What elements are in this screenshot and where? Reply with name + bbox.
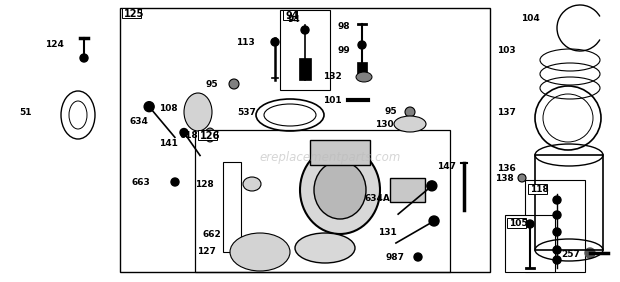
Ellipse shape (295, 233, 355, 263)
Bar (390, 178, 425, 202)
Text: 94: 94 (285, 11, 298, 21)
Ellipse shape (184, 93, 212, 131)
Text: 105: 105 (509, 219, 528, 228)
Circle shape (429, 216, 439, 226)
Circle shape (553, 256, 561, 264)
Bar (525, 180, 585, 272)
Ellipse shape (230, 233, 290, 271)
Text: 95: 95 (384, 107, 397, 116)
Text: 257: 257 (561, 250, 580, 259)
Circle shape (144, 102, 154, 112)
Text: 101: 101 (324, 96, 342, 105)
Bar (198, 130, 217, 140)
Text: 128: 128 (195, 180, 214, 189)
Ellipse shape (314, 161, 366, 219)
Text: 634A: 634A (364, 194, 390, 203)
Text: 95: 95 (205, 80, 218, 89)
Text: 125: 125 (124, 9, 144, 19)
Bar (283, 10, 297, 20)
Text: 118: 118 (530, 185, 549, 194)
Ellipse shape (205, 128, 215, 142)
Circle shape (171, 178, 179, 186)
Text: 147: 147 (437, 162, 456, 171)
Circle shape (553, 196, 561, 204)
Ellipse shape (300, 146, 380, 234)
Text: 537: 537 (237, 108, 256, 117)
Bar (122, 8, 141, 18)
Circle shape (585, 248, 595, 258)
Bar (535, 155, 603, 250)
Text: 662: 662 (202, 230, 221, 239)
Text: 94: 94 (285, 11, 298, 21)
Text: ereplacementparts.com: ereplacementparts.com (259, 151, 401, 164)
Text: 124: 124 (45, 40, 64, 49)
Ellipse shape (356, 72, 372, 82)
Text: 126: 126 (200, 131, 220, 141)
Bar (310, 140, 370, 165)
Circle shape (518, 174, 526, 182)
Text: 94: 94 (287, 15, 299, 24)
Circle shape (427, 181, 437, 191)
Bar (528, 184, 547, 194)
Text: 987: 987 (385, 253, 404, 262)
Text: 104: 104 (521, 14, 540, 23)
Ellipse shape (243, 177, 261, 191)
Circle shape (553, 246, 561, 254)
Bar (299, 58, 311, 80)
Text: 99: 99 (337, 46, 350, 55)
Bar (505, 215, 555, 272)
Circle shape (553, 211, 561, 219)
Text: 51: 51 (19, 108, 32, 117)
Text: 126: 126 (200, 131, 220, 141)
Text: 103: 103 (497, 46, 516, 55)
Text: 138: 138 (495, 174, 514, 183)
Circle shape (405, 107, 415, 117)
Ellipse shape (394, 116, 426, 132)
Circle shape (358, 41, 366, 49)
Text: 108: 108 (159, 104, 178, 113)
Bar (280, 10, 330, 90)
Circle shape (526, 220, 534, 228)
Text: 118: 118 (530, 185, 549, 194)
Text: 130: 130 (375, 120, 394, 129)
Text: 663: 663 (131, 178, 150, 187)
Text: 98: 98 (337, 22, 350, 31)
Text: 127: 127 (197, 247, 216, 256)
Circle shape (271, 38, 279, 46)
Text: 105: 105 (509, 219, 528, 228)
Text: 141: 141 (159, 139, 178, 148)
Text: 132: 132 (323, 72, 342, 81)
Circle shape (180, 129, 188, 136)
Bar (195, 130, 450, 272)
Circle shape (229, 79, 239, 89)
Bar (357, 62, 367, 76)
Text: 113: 113 (236, 38, 255, 47)
Text: 131: 131 (378, 228, 397, 237)
Text: 137: 137 (497, 108, 516, 117)
Circle shape (553, 228, 561, 236)
Text: 125: 125 (124, 9, 144, 19)
Text: 634: 634 (129, 117, 148, 126)
Circle shape (80, 54, 88, 62)
Bar (223, 162, 241, 252)
Text: 618: 618 (179, 131, 198, 140)
Text: 136: 136 (497, 164, 516, 173)
Bar (507, 218, 526, 228)
Circle shape (414, 253, 422, 261)
Bar (120, 8, 490, 272)
Circle shape (301, 26, 309, 34)
